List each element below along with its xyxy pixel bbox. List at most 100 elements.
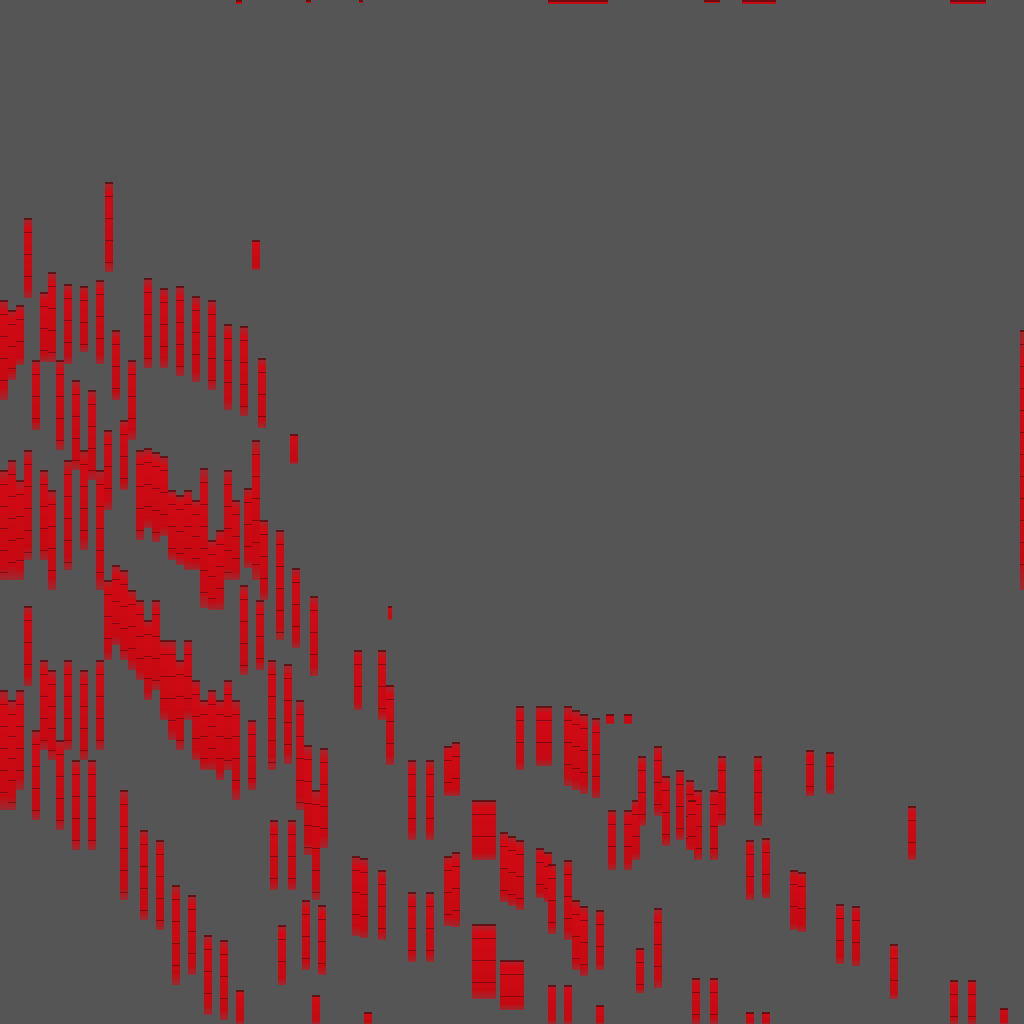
red-bar-tick <box>96 528 104 529</box>
red-bar <box>359 0 363 3</box>
red-bar-tick <box>762 874 770 875</box>
red-bar-body <box>72 760 80 850</box>
red-bar <box>224 470 232 580</box>
red-bar-cap <box>312 790 320 792</box>
red-bar-cap <box>40 292 48 294</box>
red-bar-tick <box>48 330 56 331</box>
red-bar-tick <box>1020 476 1024 477</box>
red-bar-body <box>378 870 386 940</box>
red-bar-tick <box>8 736 16 737</box>
red-bar-tick <box>224 572 232 573</box>
red-bar-body <box>240 585 248 675</box>
red-bar-tick <box>216 758 224 759</box>
red-bar-cap <box>72 380 80 382</box>
red-bar-tick <box>8 562 16 563</box>
red-bar-cap <box>472 800 480 802</box>
red-bar-cap <box>488 924 496 926</box>
red-bar-tick <box>232 736 240 737</box>
red-bar-tick <box>140 910 148 911</box>
red-bar-tick <box>48 548 56 549</box>
red-bar-tick <box>662 812 670 813</box>
red-bar <box>56 360 64 450</box>
red-bar-body <box>88 390 96 480</box>
red-bar-tick <box>710 848 718 849</box>
red-bar-tick <box>232 780 240 781</box>
red-bar-tick <box>160 302 168 303</box>
red-bar-tick <box>192 738 200 739</box>
red-bar-tick <box>270 834 278 835</box>
red-bar <box>236 990 244 1024</box>
red-bar-cap <box>252 440 260 442</box>
red-bar <box>508 960 516 1010</box>
red-bar-tick <box>472 836 480 837</box>
red-bar-tick <box>220 976 228 977</box>
red-bar <box>580 906 588 976</box>
red-bar-tick <box>536 862 544 863</box>
red-bar <box>654 746 662 816</box>
red-bar-cap <box>798 872 806 874</box>
red-bar-cap <box>360 858 368 860</box>
red-bar-tick <box>378 928 386 929</box>
red-bar <box>536 848 544 898</box>
red-bar-tick <box>488 938 496 939</box>
red-bar-body <box>128 360 136 440</box>
red-bar-tick <box>276 632 284 633</box>
red-bar <box>104 430 112 510</box>
red-bar-body <box>160 640 168 720</box>
red-bar-body <box>762 838 770 898</box>
red-bar-cap <box>64 660 72 662</box>
red-bar <box>192 680 200 760</box>
red-bar-tick <box>224 484 232 485</box>
red-bar <box>662 776 670 846</box>
red-bar <box>112 330 120 400</box>
red-bar-tick <box>624 824 632 825</box>
red-bar-tick <box>284 700 292 701</box>
red-bar-tick <box>0 314 8 315</box>
red-bar-tick <box>160 514 168 515</box>
red-bar-cap <box>306 0 311 2</box>
red-bar <box>694 790 702 860</box>
red-bar-tick <box>40 528 48 529</box>
red-bar <box>636 948 644 993</box>
red-bar-tick <box>88 470 96 471</box>
red-bar-tick <box>80 486 88 487</box>
red-bar-cap <box>248 720 256 722</box>
red-bar-tick <box>240 643 248 644</box>
red-bar-tick <box>128 648 136 649</box>
red-bar-cap <box>444 746 452 748</box>
red-bar-tick <box>244 524 252 525</box>
red-bar <box>278 925 286 985</box>
red-bar-tick <box>208 314 216 315</box>
red-bar-tick <box>96 316 104 317</box>
red-bar-tick <box>8 324 16 325</box>
red-bar <box>292 568 300 648</box>
red-bar-tick <box>144 336 152 337</box>
red-bar-tick <box>244 502 252 503</box>
red-bar-tick <box>710 992 718 993</box>
red-bar-tick <box>208 380 216 381</box>
red-bar <box>638 756 646 826</box>
red-bar-cap <box>236 0 242 2</box>
red-bar-body <box>516 960 524 1010</box>
red-bar-tick <box>24 232 32 233</box>
red-bar-tick <box>408 796 416 797</box>
red-bar-body <box>320 748 328 848</box>
red-bar-body <box>580 906 588 976</box>
red-bar <box>296 700 304 810</box>
red-bar <box>836 904 844 964</box>
red-bar-cap <box>244 488 252 490</box>
red-bar-body <box>516 706 524 770</box>
red-bar-tick <box>140 866 148 867</box>
red-bar-tick <box>718 770 726 771</box>
red-bar-cap <box>224 470 232 472</box>
red-bar-tick <box>1020 542 1024 543</box>
red-bar-tick <box>32 418 40 419</box>
red-bar-cap <box>136 600 144 602</box>
red-bar <box>444 746 452 796</box>
red-bar-tick <box>168 504 176 505</box>
red-bar-body <box>500 960 508 1010</box>
red-bar-body <box>692 978 700 1024</box>
red-bar-tick <box>216 736 224 737</box>
red-bar-body <box>188 895 196 975</box>
red-bar-body <box>40 660 48 750</box>
